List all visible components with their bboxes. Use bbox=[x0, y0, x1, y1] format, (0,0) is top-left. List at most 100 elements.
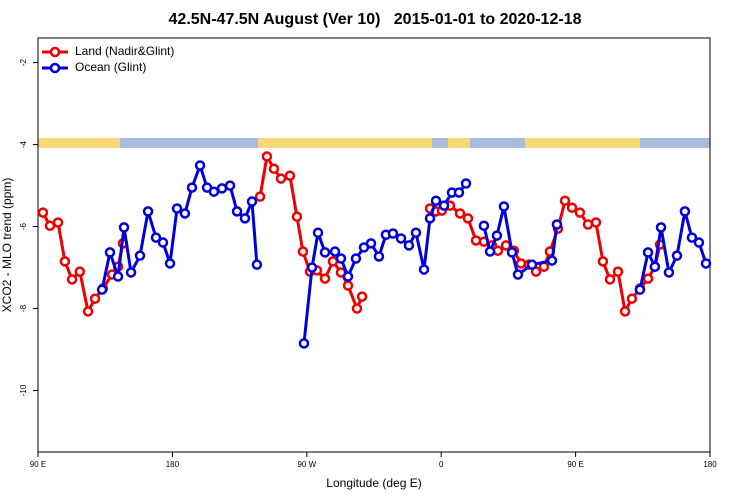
point bbox=[546, 255, 558, 266]
point bbox=[498, 201, 510, 212]
x-tick-label: 180 bbox=[703, 460, 717, 469]
point bbox=[655, 222, 667, 233]
point bbox=[342, 280, 354, 291]
point bbox=[604, 274, 616, 285]
point bbox=[671, 250, 683, 261]
point bbox=[112, 271, 124, 282]
point bbox=[410, 227, 422, 238]
point bbox=[619, 306, 631, 317]
point bbox=[297, 246, 309, 257]
point bbox=[329, 246, 341, 257]
point bbox=[306, 262, 318, 273]
point bbox=[319, 273, 331, 284]
point bbox=[663, 267, 675, 278]
x-tick-label: 90 E bbox=[30, 460, 46, 469]
point bbox=[491, 230, 503, 241]
point bbox=[612, 266, 624, 277]
point bbox=[634, 284, 646, 295]
point bbox=[246, 196, 258, 207]
x-tick-label: 90 W bbox=[297, 460, 316, 469]
point bbox=[350, 253, 362, 264]
point bbox=[66, 274, 78, 285]
point bbox=[649, 261, 661, 272]
point bbox=[700, 258, 712, 269]
legend-label: Ocean (Glint) bbox=[75, 60, 146, 74]
x-tick-label: 90 E bbox=[567, 460, 583, 469]
point bbox=[512, 269, 524, 280]
point bbox=[150, 232, 162, 243]
point bbox=[52, 217, 64, 228]
point bbox=[642, 273, 654, 284]
point bbox=[418, 264, 430, 275]
point bbox=[327, 256, 339, 267]
x-tick-label: 180 bbox=[166, 460, 180, 469]
point bbox=[470, 235, 482, 246]
land-band bbox=[448, 138, 470, 148]
point bbox=[254, 191, 266, 202]
point bbox=[186, 182, 198, 193]
point bbox=[104, 247, 116, 258]
y-tick-label: -10 bbox=[19, 384, 28, 396]
point bbox=[453, 187, 465, 198]
land-band bbox=[38, 138, 120, 148]
land-band bbox=[258, 138, 432, 148]
point bbox=[506, 247, 518, 258]
point bbox=[351, 303, 363, 314]
point bbox=[460, 178, 472, 189]
point bbox=[291, 211, 303, 222]
point bbox=[268, 163, 280, 175]
point bbox=[597, 256, 609, 267]
point bbox=[208, 186, 220, 197]
point bbox=[44, 220, 56, 231]
point bbox=[284, 170, 296, 181]
y-tick-label: -2 bbox=[19, 58, 28, 66]
x-axis-label: Longitude (deg E) bbox=[326, 476, 421, 490]
point bbox=[373, 251, 385, 262]
y-tick-label: -6 bbox=[19, 222, 28, 230]
ocean-band bbox=[120, 138, 258, 148]
point bbox=[96, 284, 108, 295]
point bbox=[438, 200, 450, 211]
point bbox=[559, 195, 571, 206]
point bbox=[37, 207, 49, 218]
point bbox=[312, 227, 324, 238]
point bbox=[89, 293, 101, 304]
point bbox=[462, 213, 474, 224]
point bbox=[82, 306, 94, 317]
point bbox=[134, 250, 146, 261]
plot-frame bbox=[37, 37, 711, 453]
point bbox=[224, 180, 236, 191]
point bbox=[59, 256, 71, 267]
point bbox=[526, 259, 538, 270]
point bbox=[590, 217, 602, 228]
point bbox=[194, 160, 206, 171]
point bbox=[171, 203, 183, 214]
point bbox=[515, 258, 527, 269]
point bbox=[679, 206, 691, 217]
point bbox=[179, 208, 191, 219]
point bbox=[387, 228, 399, 239]
ocean-band bbox=[640, 138, 710, 148]
point bbox=[251, 259, 263, 270]
legend-marker bbox=[49, 62, 61, 74]
point bbox=[125, 267, 137, 278]
legend-marker bbox=[49, 46, 61, 58]
point bbox=[335, 253, 347, 264]
point bbox=[356, 291, 368, 302]
point bbox=[74, 266, 86, 277]
point bbox=[275, 173, 287, 184]
point bbox=[574, 207, 586, 218]
point bbox=[319, 247, 331, 258]
point bbox=[642, 247, 654, 258]
point bbox=[239, 213, 251, 224]
point bbox=[231, 206, 243, 217]
y-tick-label: -4 bbox=[19, 140, 28, 148]
legend-label: Land (Nadir&Glint) bbox=[75, 44, 174, 58]
point bbox=[478, 220, 490, 231]
chart-title: 42.5N-47.5N August (Ver 10) 2015-01-01 t… bbox=[169, 11, 582, 28]
land-mask-strip bbox=[38, 138, 710, 148]
ocean-band bbox=[432, 138, 525, 148]
point bbox=[626, 293, 638, 304]
point bbox=[164, 258, 176, 269]
